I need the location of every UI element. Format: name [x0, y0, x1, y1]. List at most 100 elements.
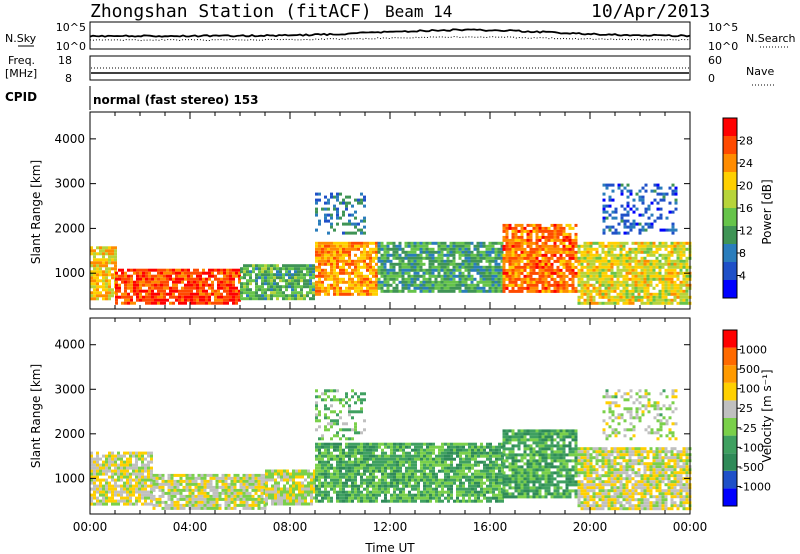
- echo-cell: [114, 481, 117, 485]
- echo-cell: [240, 282, 243, 286]
- echo-cell: [652, 253, 656, 257]
- echo-cell: [586, 286, 590, 290]
- echo-cell: [626, 204, 630, 208]
- echo-cell: [303, 285, 306, 289]
- echo-cell: [390, 472, 393, 476]
- nave-tick-bottom: 0: [708, 72, 715, 85]
- echo-cell: [502, 247, 506, 251]
- echo-cell: [242, 491, 246, 495]
- echo-cell: [476, 265, 480, 269]
- echo-cell: [218, 491, 222, 495]
- echo-cell: [271, 493, 274, 497]
- echo-cell: [348, 274, 351, 278]
- echo-cell: [640, 250, 644, 254]
- echo-cell: [245, 488, 249, 492]
- echo-cell: [357, 460, 360, 464]
- echo-cell: [108, 294, 111, 298]
- echo-cell: [298, 469, 301, 473]
- echo-cell: [502, 265, 506, 269]
- echo-cell: [102, 255, 105, 259]
- echo-cell: [345, 204, 348, 208]
- echo-cell: [289, 496, 292, 500]
- echo-cell: [620, 183, 624, 187]
- echo-cell: [114, 255, 117, 259]
- echo-cell: [610, 277, 614, 281]
- echo-cell: [245, 494, 249, 498]
- echo-cell: [526, 259, 530, 263]
- echo-cell: [602, 219, 606, 223]
- echo-cell: [324, 256, 327, 260]
- echo-cell: [598, 268, 602, 272]
- echo-cell: [435, 472, 438, 476]
- freq-label-line1: Freq.: [8, 54, 35, 67]
- echo-cell: [351, 451, 354, 455]
- echo-cell: [209, 506, 213, 510]
- echo-cell: [330, 277, 333, 281]
- echo-cell: [342, 256, 345, 260]
- echo-cell: [535, 256, 539, 260]
- echo-cell: [679, 259, 683, 263]
- echo-cell: [647, 207, 651, 211]
- echo-cell: [245, 482, 249, 486]
- echo-cell: [616, 286, 620, 290]
- echo-cell: [378, 481, 381, 485]
- echo-cell: [637, 295, 641, 299]
- echo-cell: [196, 301, 199, 305]
- echo-cell: [544, 238, 548, 242]
- echo-cell: [99, 285, 102, 289]
- echo-cell: [429, 454, 432, 458]
- echo-cell: [402, 442, 405, 446]
- echo-cell: [577, 244, 581, 248]
- echo-cell: [420, 496, 423, 500]
- echo-cell: [547, 232, 551, 236]
- echo-cell: [179, 476, 183, 480]
- echo-cell: [532, 265, 536, 269]
- echo-cell: [345, 451, 348, 455]
- echo-cell: [416, 265, 420, 269]
- echo-cell: [301, 484, 304, 488]
- echo-cell: [413, 283, 417, 287]
- echo-cell: [450, 466, 453, 470]
- echo-cell: [318, 244, 321, 248]
- echo-cell: [511, 232, 515, 236]
- echo-cell: [227, 473, 231, 477]
- echo-cell: [108, 249, 111, 253]
- echo-cell: [676, 244, 680, 248]
- velocity-echo-cells: [90, 389, 692, 511]
- echo-cell: [271, 469, 274, 473]
- echo-cell: [348, 253, 351, 257]
- echo-cell: [396, 466, 399, 470]
- echo-cell: [550, 268, 554, 272]
- echo-cell: [414, 451, 417, 455]
- echo-cell: [604, 277, 608, 281]
- echo-cell: [291, 267, 294, 271]
- echo-cell: [619, 247, 623, 251]
- echo-cell: [294, 297, 297, 301]
- echo-cell: [396, 496, 399, 500]
- echo-cell: [622, 268, 626, 272]
- echo-cell: [598, 244, 602, 248]
- echo-cell: [339, 493, 342, 497]
- echo-cell: [646, 241, 650, 245]
- echo-cell: [315, 259, 318, 263]
- echo-cell: [360, 442, 363, 446]
- echo-cell: [360, 250, 363, 254]
- echo-cell: [333, 265, 336, 269]
- echo-cell: [357, 490, 360, 494]
- echo-cell: [303, 276, 306, 280]
- echo-cell: [556, 286, 560, 290]
- echo-cell: [138, 484, 141, 488]
- nave-tick-top: 60: [708, 54, 722, 67]
- echo-cell: [598, 289, 602, 293]
- echo-cell: [607, 286, 611, 290]
- echo-cell: [127, 283, 130, 287]
- echo-cell: [450, 481, 453, 485]
- echo-cell: [211, 286, 214, 290]
- echo-cell: [607, 289, 611, 293]
- echo-cell: [375, 466, 378, 470]
- echo-cell: [550, 262, 554, 266]
- echo-cell: [613, 241, 617, 245]
- echo-cell: [628, 268, 632, 272]
- echo-cell: [620, 204, 624, 208]
- echo-cell: [676, 301, 680, 305]
